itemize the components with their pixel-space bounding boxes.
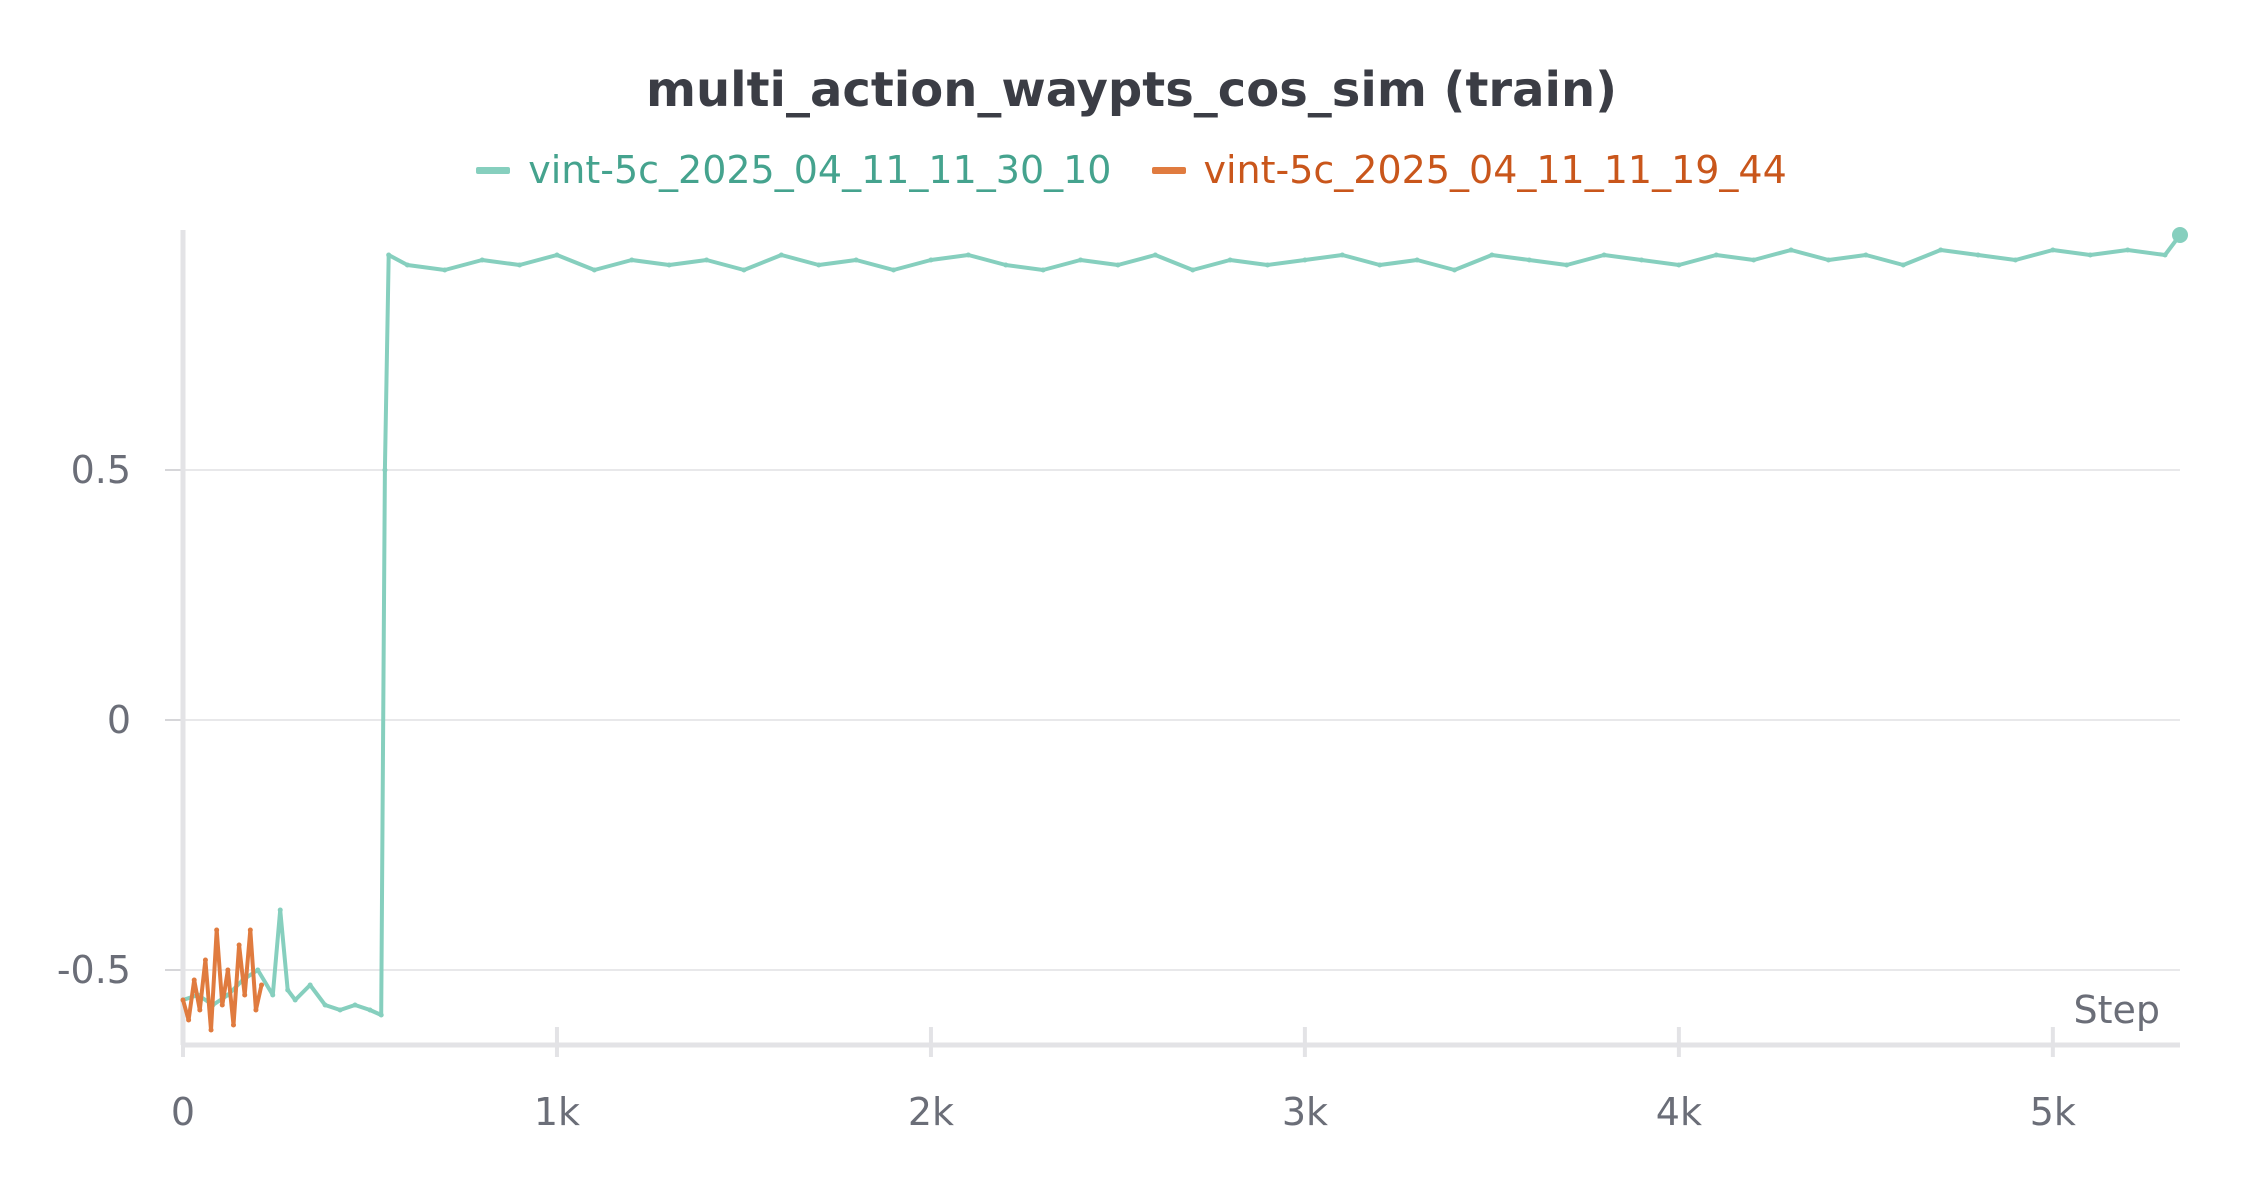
data-point-s0-35 — [1040, 267, 1046, 273]
data-point-s0-55 — [1788, 247, 1794, 253]
x-tick-label-4: 4k — [1656, 1090, 1702, 1134]
data-point-s0-27 — [741, 267, 747, 273]
data-point-s0-26 — [704, 257, 710, 263]
data-point-s0-7 — [277, 907, 283, 913]
data-point-s0-24 — [629, 257, 635, 263]
data-point-s1-4 — [202, 957, 208, 963]
data-point-s0-6 — [270, 992, 276, 998]
data-point-s1-12 — [247, 927, 253, 933]
data-point-s0-48 — [1526, 257, 1532, 263]
data-point-s0-64 — [2125, 247, 2131, 253]
data-point-s0-25 — [666, 262, 672, 268]
data-point-s0-14 — [367, 1007, 373, 1013]
data-point-s0-17 — [386, 252, 392, 258]
data-point-s0-50 — [1601, 252, 1607, 258]
data-point-s0-8 — [285, 987, 291, 993]
x-tick-label-3: 3k — [1282, 1090, 1328, 1134]
data-point-s0-10 — [307, 982, 313, 988]
data-point-s0-38 — [1152, 252, 1158, 258]
data-point-s0-18 — [404, 262, 410, 268]
data-point-s0-65 — [2162, 252, 2168, 258]
data-point-s0-53 — [1713, 252, 1719, 258]
legend-swatch-series-1 — [1151, 166, 1186, 174]
x-axis-label: Step — [2073, 988, 2160, 1032]
data-point-s0-19 — [442, 267, 448, 273]
data-point-s0-44 — [1377, 262, 1383, 268]
data-point-s1-5 — [208, 1027, 214, 1033]
data-point-s0-51 — [1638, 257, 1644, 263]
data-point-s0-52 — [1676, 262, 1682, 268]
data-point-s0-54 — [1751, 257, 1757, 263]
x-tick-label-1: 1k — [534, 1090, 580, 1134]
series-end-marker-0 — [2172, 227, 2188, 243]
data-point-s0-33 — [965, 252, 971, 258]
data-point-s0-11 — [322, 1002, 328, 1008]
data-point-s0-15 — [378, 1012, 384, 1018]
x-tick-label-2: 2k — [908, 1090, 954, 1134]
series-line-0 — [181, 233, 2182, 1017]
data-point-s0-63 — [2087, 252, 2093, 258]
y-tick-label-2: -0.5 — [57, 948, 131, 992]
data-point-s0-61 — [2012, 257, 2018, 263]
data-point-s0-59 — [1938, 247, 1944, 253]
data-point-s0-47 — [1489, 252, 1495, 258]
data-point-s1-13 — [253, 1007, 259, 1013]
data-point-s0-29 — [816, 262, 822, 268]
data-point-s0-62 — [2050, 247, 2056, 253]
data-point-s0-58 — [1900, 262, 1906, 268]
data-point-s0-20 — [479, 257, 485, 263]
data-point-s0-23 — [591, 267, 597, 273]
x-tick-label-0: 0 — [171, 1090, 195, 1134]
legend-label-series-0: vint-5c_2025_04_11_11_30_10 — [528, 148, 1112, 192]
data-point-s0-49 — [1564, 262, 1570, 268]
data-point-s1-3 — [197, 1007, 203, 1013]
data-point-s0-36 — [1078, 257, 1084, 263]
data-point-s0-30 — [853, 257, 859, 263]
data-point-s0-56 — [1825, 257, 1831, 263]
legend: vint-5c_2025_04_11_11_30_10 vint-5c_2025… — [0, 148, 2263, 192]
data-point-s0-39 — [1190, 267, 1196, 273]
data-point-s0-16 — [382, 467, 388, 473]
data-point-s1-14 — [259, 982, 265, 988]
data-point-s1-9 — [230, 1022, 236, 1028]
data-point-s0-32 — [928, 257, 934, 263]
data-point-s0-31 — [891, 267, 897, 273]
legend-item-series-0[interactable]: vint-5c_2025_04_11_11_30_10 — [476, 148, 1112, 192]
data-point-s0-41 — [1265, 262, 1271, 268]
chart-title: multi_action_waypts_cos_sim (train) — [645, 62, 1618, 118]
data-point-s0-21 — [517, 262, 523, 268]
y-tick-label-1: 0 — [107, 698, 131, 742]
data-point-s0-40 — [1227, 257, 1233, 263]
x-tick-label-5: 5k — [2030, 1090, 2076, 1134]
data-point-s0-45 — [1414, 257, 1420, 263]
y-tick-label-0: 0.5 — [71, 448, 131, 492]
data-point-s0-43 — [1339, 252, 1345, 258]
data-point-s0-60 — [1975, 252, 1981, 258]
legend-item-series-1[interactable]: vint-5c_2025_04_11_11_19_44 — [1151, 148, 1787, 192]
data-point-s1-11 — [242, 992, 248, 998]
data-point-s0-5 — [255, 967, 261, 973]
data-point-s0-46 — [1451, 267, 1457, 273]
data-point-s1-6 — [214, 927, 220, 933]
legend-label-series-1: vint-5c_2025_04_11_11_19_44 — [1203, 148, 1787, 192]
data-point-s0-37 — [1115, 262, 1121, 268]
data-point-s0-57 — [1863, 252, 1869, 258]
data-point-s1-2 — [191, 977, 197, 983]
data-point-s0-42 — [1302, 257, 1308, 263]
data-point-s1-0 — [180, 997, 186, 1003]
data-point-s1-8 — [225, 967, 231, 973]
data-point-s0-9 — [292, 997, 298, 1003]
data-point-s1-10 — [236, 942, 242, 948]
data-point-s0-13 — [352, 1002, 358, 1008]
data-point-s0-22 — [554, 252, 560, 258]
data-point-s0-34 — [1003, 262, 1009, 268]
legend-swatch-series-0 — [476, 166, 511, 174]
data-point-s1-1 — [186, 1017, 192, 1023]
data-point-s0-12 — [337, 1007, 343, 1013]
data-point-s1-7 — [219, 1002, 225, 1008]
data-point-s0-28 — [778, 252, 784, 258]
